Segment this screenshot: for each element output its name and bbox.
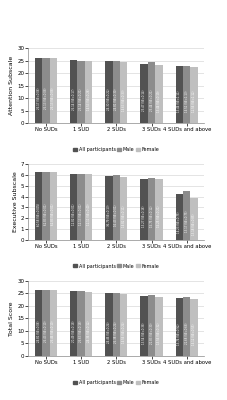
Text: 25.13 (SE=0.08): 25.13 (SE=0.08) bbox=[51, 88, 55, 109]
Text: 14.63 (SE=0.33): 14.63 (SE=0.33) bbox=[122, 89, 126, 111]
Text: 21.68 (SE=0.68): 21.68 (SE=0.68) bbox=[185, 323, 189, 344]
Text: 62.83 (SE=0.01): 62.83 (SE=0.01) bbox=[44, 203, 48, 225]
Text: 12.13 (SE=0.01): 12.13 (SE=0.01) bbox=[79, 204, 83, 225]
Bar bbox=[183, 66, 190, 123]
Text: 14.82 (SE=0.11): 14.82 (SE=0.11) bbox=[122, 205, 126, 226]
Bar bbox=[77, 60, 85, 123]
Text: 13.54 (SE=0.38): 13.54 (SE=0.38) bbox=[142, 322, 146, 344]
Text: 24.36 (SE=0.12): 24.36 (SE=0.12) bbox=[86, 321, 91, 342]
Bar bbox=[105, 176, 113, 240]
Text: 24.81 (SE=0.30): 24.81 (SE=0.30) bbox=[114, 89, 118, 110]
Bar bbox=[176, 298, 183, 356]
Text: 20.49 (SE=0.18): 20.49 (SE=0.18) bbox=[72, 321, 76, 342]
Text: 25.14 (SE=0.17): 25.14 (SE=0.17) bbox=[72, 88, 76, 110]
Bar bbox=[42, 172, 50, 240]
Text: 21.83 (SE=0.30): 21.83 (SE=0.30) bbox=[150, 322, 153, 344]
Y-axis label: Attention Subscale: Attention Subscale bbox=[10, 56, 15, 115]
Bar bbox=[85, 61, 92, 123]
Bar bbox=[155, 297, 163, 356]
Y-axis label: Total Score: Total Score bbox=[10, 301, 15, 336]
Text: 15.75 (SE=0.12): 15.75 (SE=0.12) bbox=[150, 206, 153, 227]
Text: 14.53 (SE=0.26): 14.53 (SE=0.26) bbox=[86, 89, 91, 110]
Legend: All participants, Male, Female: All participants, Male, Female bbox=[73, 380, 160, 386]
Text: 11.11 (SE=0.40): 11.11 (SE=0.40) bbox=[86, 204, 91, 225]
Bar bbox=[105, 61, 113, 123]
Text: 24.81 (SE=0.06): 24.81 (SE=0.06) bbox=[37, 320, 41, 342]
Bar bbox=[77, 174, 85, 240]
Text: 14.51 (SE=1.13): 14.51 (SE=1.13) bbox=[185, 90, 189, 112]
Bar bbox=[35, 172, 42, 240]
Bar bbox=[183, 297, 190, 356]
Text: 36.79 (SE=0.13): 36.79 (SE=0.13) bbox=[107, 205, 111, 226]
Bar bbox=[190, 198, 198, 240]
Bar bbox=[50, 58, 57, 123]
Bar bbox=[77, 291, 85, 356]
Text: 25.46 (SE=0.10): 25.46 (SE=0.10) bbox=[51, 320, 55, 342]
Bar bbox=[141, 64, 148, 123]
Text: 60.58 (SE=0.005): 60.58 (SE=0.005) bbox=[37, 202, 41, 226]
Text: 12.82 (SE=0.01): 12.82 (SE=0.01) bbox=[72, 204, 76, 225]
Bar bbox=[120, 294, 127, 356]
Bar bbox=[113, 61, 120, 123]
Text: 13.44 (SE=0.19): 13.44 (SE=0.19) bbox=[157, 90, 161, 112]
Bar bbox=[148, 178, 155, 240]
Legend: All participants, Male, Female: All participants, Male, Female bbox=[73, 263, 160, 269]
Bar bbox=[35, 58, 42, 123]
Bar bbox=[85, 292, 92, 356]
Bar bbox=[120, 177, 127, 240]
Y-axis label: Executive Subscale: Executive Subscale bbox=[13, 172, 18, 232]
Bar bbox=[70, 60, 77, 123]
Text: 12.56 (SE=1.12): 12.56 (SE=1.12) bbox=[192, 91, 196, 112]
Text: 15.25 (SE=0.21): 15.25 (SE=0.21) bbox=[157, 206, 161, 227]
Text: 13.27 (SE=0.16): 13.27 (SE=0.16) bbox=[142, 206, 146, 227]
Text: 25.13 (SE=0.08): 25.13 (SE=0.08) bbox=[44, 88, 48, 109]
Text: 25.38 (SE=0.24): 25.38 (SE=0.24) bbox=[114, 322, 118, 343]
Text: 23.47 (SE=0.14): 23.47 (SE=0.14) bbox=[142, 90, 146, 111]
Text: 14.56 (SE=0.24): 14.56 (SE=0.24) bbox=[122, 322, 126, 343]
Text: 13.17 (SE=0.75): 13.17 (SE=0.75) bbox=[185, 210, 189, 232]
Bar bbox=[148, 296, 155, 356]
Text: 24.30 (SE=0.22): 24.30 (SE=0.22) bbox=[107, 89, 111, 110]
Text: 23.14 (SE=0.21): 23.14 (SE=0.21) bbox=[79, 88, 83, 110]
Legend: All participants, Male, Female: All participants, Male, Female bbox=[73, 146, 160, 152]
Text: 26.17 (SE=0.06): 26.17 (SE=0.06) bbox=[37, 88, 41, 109]
Text: 13.74 (SE=0.92): 13.74 (SE=0.92) bbox=[177, 323, 181, 344]
Bar bbox=[70, 291, 77, 356]
Text: 25.43 (SE=0.10): 25.43 (SE=0.10) bbox=[44, 320, 48, 342]
Bar bbox=[155, 65, 163, 123]
Bar bbox=[70, 174, 77, 240]
Bar bbox=[113, 293, 120, 356]
Text: 23.44 (SE=0.21): 23.44 (SE=0.21) bbox=[150, 89, 153, 111]
Text: 14.23 (SE=0.75): 14.23 (SE=0.75) bbox=[177, 212, 181, 233]
Bar bbox=[35, 290, 42, 356]
Bar bbox=[176, 194, 183, 240]
Bar bbox=[190, 299, 198, 356]
Bar bbox=[141, 179, 148, 240]
Bar bbox=[42, 58, 50, 123]
Bar bbox=[155, 179, 163, 240]
Text: 13.18 (SE=0.85): 13.18 (SE=0.85) bbox=[192, 213, 196, 234]
Bar bbox=[176, 66, 183, 123]
Bar bbox=[183, 192, 190, 240]
Text: 14.12 (SE=0.55): 14.12 (SE=0.55) bbox=[192, 324, 196, 345]
Bar bbox=[141, 296, 148, 356]
Text: 25.63 (SE=0.18): 25.63 (SE=0.18) bbox=[79, 321, 83, 342]
Bar bbox=[85, 174, 92, 240]
Text: 13.56 (SE=0.32): 13.56 (SE=0.32) bbox=[157, 323, 161, 344]
Bar bbox=[190, 66, 198, 123]
Bar bbox=[50, 290, 57, 356]
Bar bbox=[120, 62, 127, 123]
Text: 16.43 (SE=0.01): 16.43 (SE=0.01) bbox=[114, 204, 118, 226]
Bar bbox=[148, 62, 155, 123]
Text: 13.44 (SE=1.11): 13.44 (SE=1.11) bbox=[177, 91, 181, 112]
Bar bbox=[50, 172, 57, 240]
Bar bbox=[105, 293, 113, 356]
Text: 24.46 (SE=0.24): 24.46 (SE=0.24) bbox=[107, 322, 111, 343]
Bar bbox=[113, 175, 120, 240]
Text: 62.83 (SE=0.01): 62.83 (SE=0.01) bbox=[51, 203, 55, 225]
Bar bbox=[42, 290, 50, 356]
